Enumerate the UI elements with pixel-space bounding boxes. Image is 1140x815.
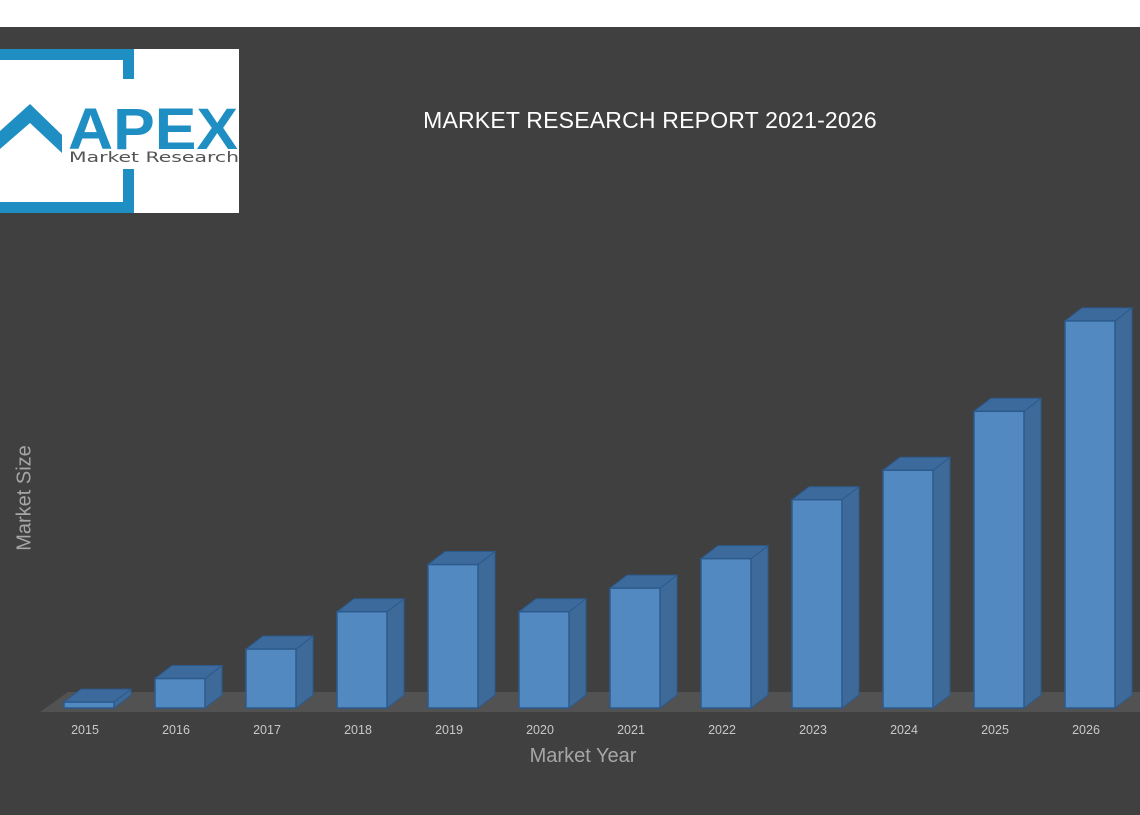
- apex-logo-mark: APEX Market Research: [0, 49, 239, 213]
- bar-side-2024: [932, 456, 951, 710]
- chart-floor: [40, 692, 1140, 712]
- bar-side-2021: [659, 574, 678, 710]
- x-tick-label-2018: 2018: [344, 723, 372, 737]
- x-tick-label-2016: 2016: [162, 723, 190, 737]
- x-axis-label: Market Year: [529, 745, 637, 767]
- bar-2026: [1063, 306, 1134, 710]
- bar-2020: [517, 597, 588, 710]
- x-tick-label-2023: 2023: [799, 723, 827, 737]
- bar-front-2022: [700, 557, 752, 709]
- bar-side-2022: [750, 544, 769, 710]
- bar-front-2020: [518, 610, 570, 709]
- bar-group: [62, 306, 1134, 710]
- bar-side-2025: [1023, 397, 1042, 710]
- x-tick-label-2021: 2021: [617, 723, 645, 737]
- bar-2024: [881, 456, 952, 710]
- bar-front-2023: [791, 498, 843, 709]
- logo-brand-text: APEX: [68, 97, 238, 162]
- bar-side-2019: [477, 550, 496, 710]
- logo-tagline-text: Market Research: [69, 150, 239, 166]
- bar-2025: [972, 397, 1043, 710]
- bar-side-2026: [1114, 306, 1133, 710]
- x-tick-label-2015: 2015: [71, 723, 99, 737]
- bar-side-2020: [568, 597, 587, 710]
- x-tick-label-2024: 2024: [890, 723, 918, 737]
- bar-2016: [153, 664, 224, 710]
- bar-2017: [244, 635, 315, 710]
- bar-2021: [608, 574, 679, 710]
- x-tick-label-2017: 2017: [253, 723, 281, 737]
- bar-front-2021: [609, 587, 661, 709]
- bar-2015: [62, 688, 133, 710]
- bar-2023: [790, 485, 861, 710]
- bar-front-2015: [63, 701, 115, 709]
- bar-front-2025: [973, 410, 1025, 709]
- bar-front-2017: [245, 648, 297, 709]
- bar-2018: [335, 597, 406, 710]
- x-tick-label-2026: 2026: [1072, 723, 1100, 737]
- bar-front-2026: [1064, 320, 1116, 709]
- house-roof-icon: [0, 104, 62, 153]
- bar-side-2023: [841, 485, 860, 710]
- x-tick-labels: 2015 2016 2017 2018 2019 2020 2021 2022 2023 2024…: [71, 723, 1100, 737]
- bar-front-2016: [154, 677, 206, 709]
- x-tick-label-2022: 2022: [708, 723, 736, 737]
- bar-front-2018: [336, 610, 388, 709]
- bar-2019: [426, 550, 497, 710]
- bar-side-2018: [386, 597, 405, 710]
- x-tick-label-2025: 2025: [981, 723, 1009, 737]
- bar-2022: [699, 544, 770, 710]
- logo-bracket-bottom: [0, 169, 134, 213]
- chart-title: MARKET RESEARCH REPORT 2021-2026: [423, 107, 877, 133]
- x-tick-label-2019: 2019: [435, 723, 463, 737]
- x-tick-label-2020: 2020: [526, 723, 554, 737]
- bar-front-2024: [882, 469, 934, 709]
- logo-bracket-top: [0, 49, 134, 79]
- apex-logo: APEX Market Research: [0, 49, 239, 213]
- bar-front-2019: [427, 563, 479, 709]
